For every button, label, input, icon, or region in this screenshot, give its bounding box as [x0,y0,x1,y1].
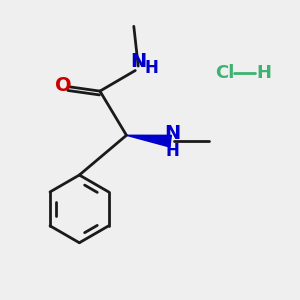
Polygon shape [126,135,171,147]
Text: O: O [55,76,71,95]
Text: N: N [164,124,180,143]
Text: N: N [130,52,146,70]
Text: Cl: Cl [215,64,234,82]
Text: H: H [145,58,158,76]
Text: H: H [256,64,271,82]
Text: H: H [165,142,179,160]
